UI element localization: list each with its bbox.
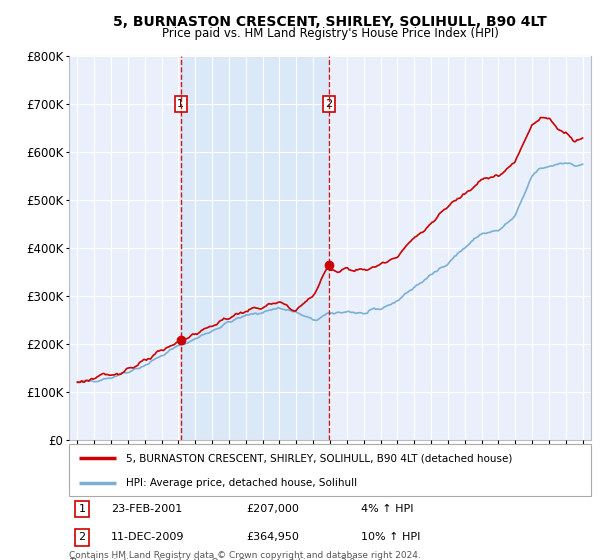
Text: 4% ↑ HPI: 4% ↑ HPI: [361, 503, 414, 514]
Text: HPI: Average price, detached house, Solihull: HPI: Average price, detached house, Soli…: [127, 478, 358, 488]
Text: 10% ↑ HPI: 10% ↑ HPI: [361, 533, 421, 543]
FancyBboxPatch shape: [69, 444, 591, 496]
Text: 5, BURNASTON CRESCENT, SHIRLEY, SOLIHULL, B90 4LT (detached house): 5, BURNASTON CRESCENT, SHIRLEY, SOLIHULL…: [127, 453, 513, 463]
Text: 23-FEB-2001: 23-FEB-2001: [111, 503, 182, 514]
Text: 11-DEC-2009: 11-DEC-2009: [111, 533, 184, 543]
Text: 1: 1: [79, 503, 86, 514]
Text: 5, BURNASTON CRESCENT, SHIRLEY, SOLIHULL, B90 4LT: 5, BURNASTON CRESCENT, SHIRLEY, SOLIHULL…: [113, 15, 547, 29]
Bar: [181, 56, 329, 440]
Text: £364,950: £364,950: [247, 533, 299, 543]
Text: 2: 2: [325, 99, 332, 109]
Text: 1: 1: [178, 99, 184, 109]
Text: Price paid vs. HM Land Registry's House Price Index (HPI): Price paid vs. HM Land Registry's House …: [161, 27, 499, 40]
Text: £207,000: £207,000: [247, 503, 299, 514]
Text: This data is licensed under the Open Government Licence v3.0.: This data is licensed under the Open Gov…: [69, 558, 358, 560]
Text: Contains HM Land Registry data © Crown copyright and database right 2024.: Contains HM Land Registry data © Crown c…: [69, 551, 421, 560]
Text: 2: 2: [79, 533, 86, 543]
